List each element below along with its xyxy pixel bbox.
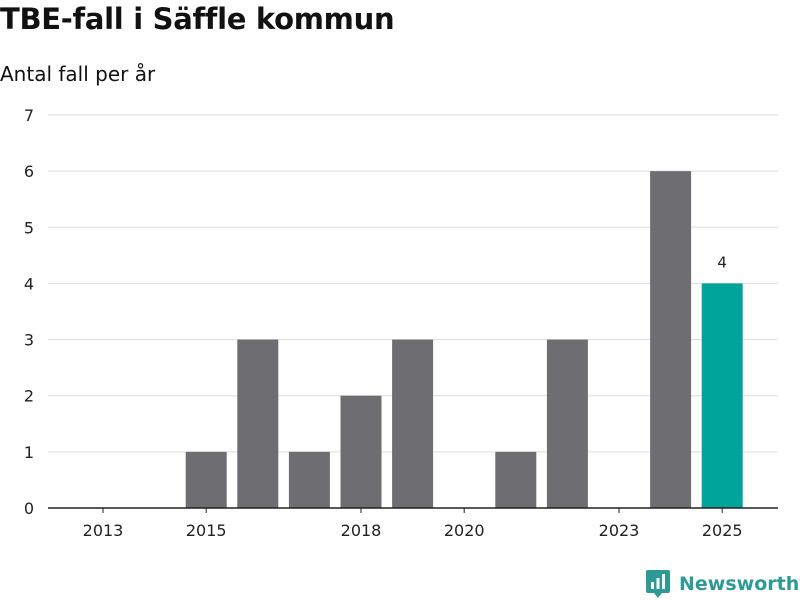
bar-2018 bbox=[340, 395, 382, 508]
bar-2024 bbox=[650, 171, 692, 508]
bar-2025 bbox=[701, 283, 743, 508]
y-tick-label: 7 bbox=[24, 106, 34, 125]
x-tick-label: 2023 bbox=[599, 521, 640, 540]
x-tick-label: 2018 bbox=[341, 521, 382, 540]
bar-2021 bbox=[495, 451, 537, 508]
chart-title: TBE-fall i Säffle kommun bbox=[0, 2, 395, 36]
bar-2015 bbox=[185, 451, 227, 508]
bar-2019 bbox=[392, 339, 434, 508]
y-tick-label: 6 bbox=[24, 162, 34, 181]
x-tick-label: 2013 bbox=[83, 521, 124, 540]
y-tick-label: 5 bbox=[24, 218, 34, 237]
x-tick-label: 2020 bbox=[444, 521, 485, 540]
bar-2017 bbox=[288, 451, 330, 508]
y-tick-label: 1 bbox=[24, 443, 34, 462]
newsworthy-logo: Newsworthy bbox=[645, 569, 800, 599]
y-tick-label: 4 bbox=[24, 274, 34, 293]
bar-2022 bbox=[546, 339, 588, 508]
brand-name: Newsworthy bbox=[679, 573, 800, 595]
y-tick-label: 0 bbox=[24, 499, 34, 518]
chart-subtitle: Antal fall per år bbox=[0, 62, 156, 86]
x-tick-label: 2015 bbox=[186, 521, 227, 540]
newsworthy-icon bbox=[646, 570, 670, 598]
y-tick-label: 2 bbox=[24, 387, 34, 406]
bar-2016 bbox=[237, 339, 279, 508]
y-tick-label: 3 bbox=[24, 331, 34, 350]
x-tick-label: 2025 bbox=[702, 521, 743, 540]
data-label-2025: 4 bbox=[717, 253, 727, 271]
